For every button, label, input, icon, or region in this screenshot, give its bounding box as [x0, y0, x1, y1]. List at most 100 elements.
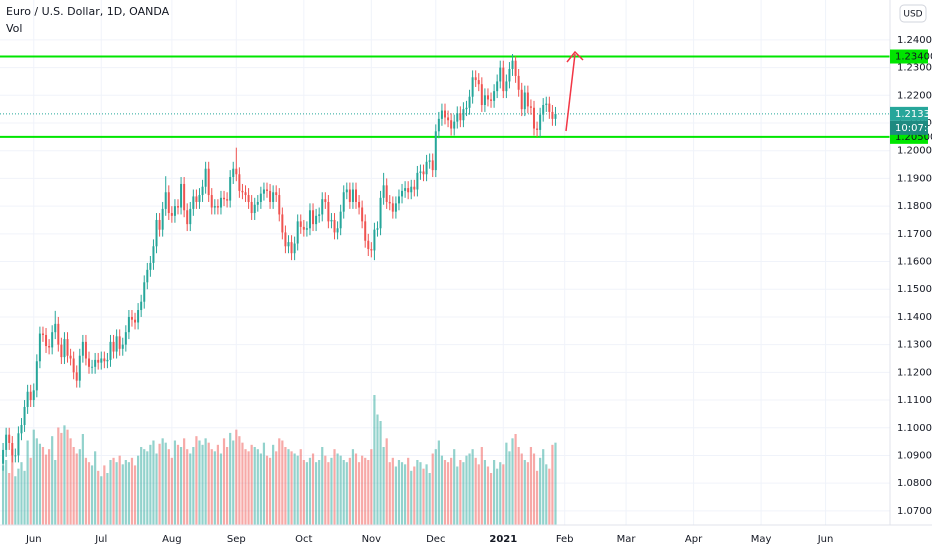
volume-bar — [450, 457, 453, 525]
candle-body — [17, 433, 20, 456]
volume-bar — [192, 447, 195, 525]
y-tick-label: 1.08000 — [897, 478, 932, 489]
candle-body — [173, 206, 176, 216]
y-tick-label: 1.10000 — [897, 423, 932, 434]
volume-bar — [336, 453, 339, 525]
volume-bar — [489, 473, 493, 525]
volume-bar — [468, 453, 471, 525]
volume-bar — [342, 460, 345, 525]
annotation-arrow — [565, 53, 576, 132]
volume-bar — [253, 447, 256, 525]
volume-bar — [256, 449, 259, 525]
volume-bar — [397, 460, 401, 525]
candle-body — [161, 208, 164, 230]
candle-body — [164, 192, 167, 209]
volume-bar — [26, 440, 29, 525]
volume-bar — [474, 457, 477, 525]
candle-body — [450, 120, 453, 129]
candle-body — [299, 221, 302, 227]
volume-bar — [520, 453, 523, 525]
volume-bar — [299, 449, 302, 525]
volume-bar — [78, 449, 81, 525]
volume-bar — [72, 447, 75, 525]
volume-bar — [465, 455, 468, 525]
candle-body — [97, 359, 100, 363]
volume-bar — [324, 455, 327, 525]
candle-body — [130, 316, 133, 320]
candle-body — [404, 188, 407, 191]
candle-body — [444, 110, 446, 118]
volume-bar — [127, 462, 130, 525]
candle-body — [468, 96, 471, 108]
volume-bar — [204, 438, 207, 525]
candle-body — [333, 219, 336, 233]
volume-bar — [176, 444, 180, 525]
candle-body — [290, 242, 293, 254]
currency-label[interactable]: USD — [903, 10, 922, 20]
candle-body — [127, 316, 130, 333]
volume-bar — [511, 438, 514, 525]
volume-bar — [112, 457, 115, 525]
volume-bar — [235, 429, 238, 525]
countdown-tag — [890, 120, 928, 135]
volume-bar — [385, 438, 388, 525]
candle-body — [330, 219, 333, 222]
candle-body — [115, 336, 118, 352]
volume-bar — [413, 466, 416, 525]
volume-bar — [189, 453, 192, 525]
x-tick-label: Jun — [817, 534, 834, 545]
y-tick-label: 1.22000 — [897, 90, 932, 101]
volume-bar — [275, 451, 278, 525]
candle-body — [29, 391, 32, 401]
candle-body — [545, 103, 548, 105]
y-tick-label: 1.24000 — [897, 35, 932, 46]
candle-body — [511, 60, 514, 69]
candle-body — [106, 359, 109, 362]
volume-bar — [526, 462, 529, 525]
candle-body — [318, 214, 321, 216]
volume-bar — [499, 462, 502, 525]
volume-bar — [330, 457, 333, 525]
candle-body — [453, 121, 456, 129]
candle-body — [351, 189, 354, 202]
x-tick-label: Aug — [162, 534, 182, 545]
volume-bar — [84, 457, 88, 525]
volume-bar — [535, 470, 539, 525]
candle-body — [146, 269, 149, 283]
volume-bar — [121, 464, 124, 525]
candle-body — [207, 168, 210, 196]
candle-body — [192, 196, 195, 209]
candle-body — [437, 118, 440, 132]
candle-body — [465, 107, 468, 110]
candle-body — [419, 171, 422, 173]
candle-body — [81, 341, 84, 356]
candle-body — [517, 75, 520, 90]
candle-body — [505, 81, 508, 92]
candle-body — [345, 189, 348, 193]
candle-body — [302, 226, 305, 230]
candle-body — [186, 210, 189, 225]
volume-bar — [133, 465, 137, 525]
volume-bar — [345, 462, 348, 525]
candle-body — [5, 434, 8, 450]
candle-body — [388, 201, 391, 204]
candle-body — [48, 346, 51, 348]
volume-bar — [87, 462, 91, 525]
volume-bar — [404, 464, 407, 525]
y-tick-label: 1.12000 — [897, 367, 932, 378]
candle-body — [459, 113, 462, 121]
candle-body — [259, 193, 262, 202]
volume-bar — [97, 470, 100, 525]
volume-bar — [391, 457, 394, 525]
candle-body — [54, 323, 57, 333]
y-tick-label: 1.14000 — [897, 312, 932, 323]
volume-bar — [327, 462, 330, 525]
currency-badge[interactable] — [899, 4, 927, 23]
volume-bar — [351, 449, 355, 525]
volume-bar — [505, 442, 508, 525]
volume-bar — [367, 460, 370, 525]
candle-body — [180, 183, 183, 208]
y-tick-label: 1.23000 — [897, 63, 932, 74]
candle-body — [367, 240, 370, 250]
